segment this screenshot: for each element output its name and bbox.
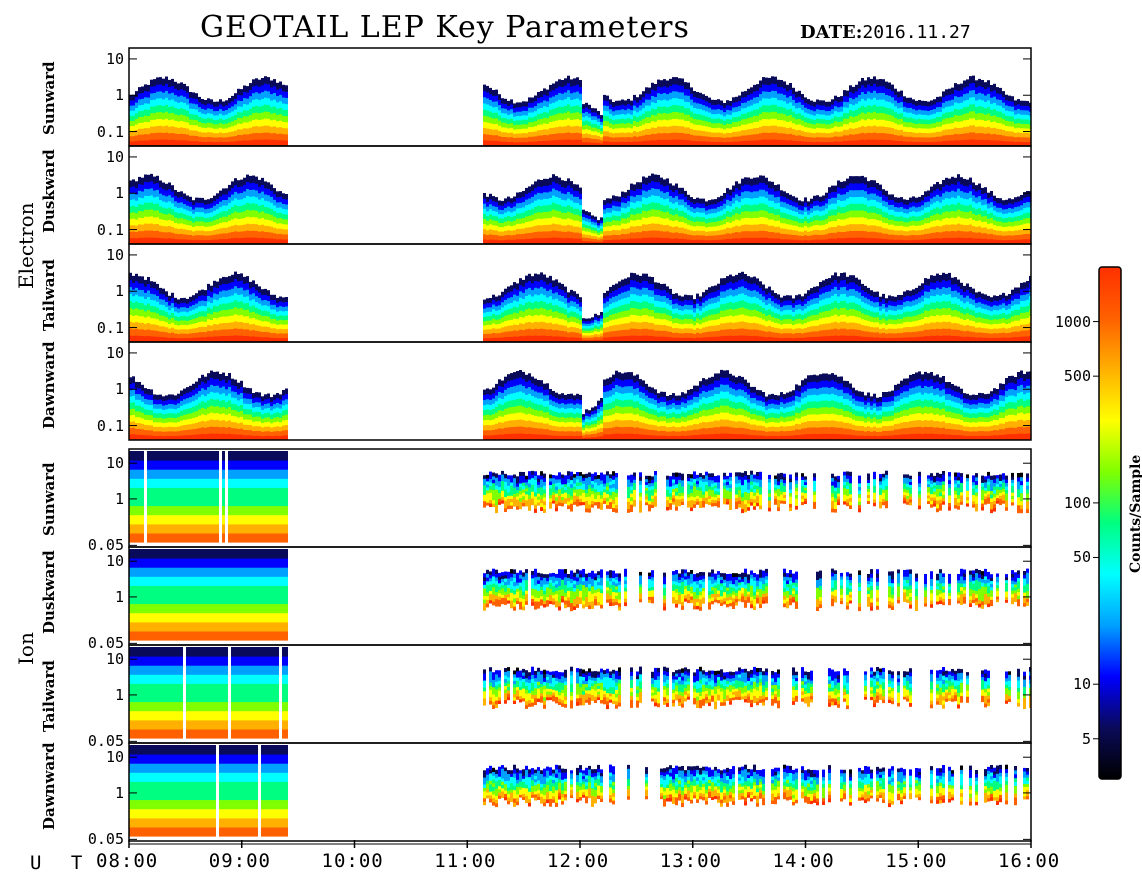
- colorbar-title: Counts/Sample: [1128, 454, 1142, 573]
- panel-label-dawnward: Dawnward: [40, 341, 58, 429]
- y-tick-label: 1: [114, 783, 124, 802]
- colorbar-tick-label: 500: [1063, 367, 1091, 386]
- spectrogram-cells: [129, 75, 1031, 146]
- y-tick-label: 0.1: [96, 318, 124, 337]
- panel-label-sunward: Sunward: [40, 61, 58, 135]
- x-tick-label: 12:00: [547, 850, 610, 872]
- x-tick-label: 08:00: [96, 850, 159, 872]
- y-tick-label: 0.05: [87, 732, 124, 751]
- y-tick-label: 1: [114, 282, 124, 301]
- spectrogram-cells: [129, 451, 1029, 543]
- spectrogram-cells: [129, 745, 1029, 837]
- date-value: 2016.11.27: [862, 22, 971, 43]
- colorbar-gradient: [1098, 266, 1122, 780]
- y-tick-label: 1: [114, 489, 124, 508]
- panel-frame: [128, 341, 1032, 441]
- panel-ion-duskward: [128, 546, 1032, 646]
- x-tick-label: 15:00: [885, 850, 948, 872]
- panel-electron-tailward: [128, 243, 1032, 343]
- chart-title: GEOTAIL LEP Key Parameters: [200, 10, 690, 45]
- panel-electron-duskward: [128, 145, 1032, 245]
- spectrogram-cells: [129, 369, 1031, 440]
- panel-electron-dawnward: [128, 341, 1032, 441]
- colorbar: [1093, 266, 1122, 780]
- y-tick-label: 10: [105, 49, 124, 68]
- y-tick-label: 0.1: [96, 220, 124, 239]
- y-tick-label: 1: [114, 86, 124, 105]
- x-tick-label: 13:00: [659, 850, 722, 872]
- panel-label-duskward: Duskward: [40, 149, 58, 233]
- y-tick-label: 10: [105, 245, 124, 264]
- spectrogram-cells: [129, 647, 1031, 739]
- y-tick-label: 0.05: [87, 830, 124, 849]
- y-tick-label: 10: [105, 650, 124, 669]
- group-label-ion: Ion: [14, 632, 38, 665]
- y-tick-label: 1: [114, 184, 124, 203]
- y-tick-label: 1: [114, 380, 124, 399]
- panel-label-tailward: Tailward: [40, 660, 58, 732]
- spectrogram-cells: [129, 173, 1031, 244]
- y-tick-label: 0.1: [96, 416, 124, 435]
- y-tick-label: 0.1: [96, 122, 124, 141]
- panel-label-duskward: Duskward: [40, 550, 58, 634]
- y-tick-label: 1: [114, 587, 124, 606]
- panel-label-sunward: Sunward: [40, 462, 58, 536]
- colorbar-tick-label: 50: [1072, 548, 1091, 567]
- x-tick-label: 11:00: [434, 850, 497, 872]
- colorbar-tick-label: 5: [1081, 729, 1091, 748]
- panel-ion-sunward: [128, 448, 1032, 548]
- panel-ion-dawnward: [128, 742, 1032, 842]
- spectrogram-cells: [129, 271, 1031, 342]
- y-tick-label: 1: [114, 685, 124, 704]
- colorbar-tick-label: 1000: [1054, 312, 1091, 331]
- panel-label-dawnward: Dawnward: [40, 742, 58, 830]
- y-tick-label: 10: [105, 748, 124, 767]
- date-display: DATE:2016.11.27: [800, 22, 971, 43]
- x-tick-label: 14:00: [772, 850, 835, 872]
- y-tick-label: 10: [105, 454, 124, 473]
- colorbar-tick-label: 100: [1063, 493, 1091, 512]
- y-tick-label: 10: [105, 343, 124, 362]
- y-tick-label: 10: [105, 147, 124, 166]
- panel-electron-sunward: [128, 47, 1032, 147]
- y-tick-label: 10: [105, 552, 124, 571]
- ut-axis-label: U T: [30, 852, 92, 874]
- colorbar-tick-label: 10: [1072, 675, 1091, 694]
- group-label-electron: Electron: [14, 202, 38, 289]
- x-tick-label: 16:00: [998, 850, 1061, 872]
- panel-label-tailward: Tailward: [40, 259, 58, 331]
- y-tick-label: 0.05: [87, 634, 124, 653]
- x-tick-label: 10:00: [321, 850, 384, 872]
- panel-ion-tailward: [128, 644, 1032, 744]
- y-tick-label: 0.05: [87, 536, 124, 555]
- spectrogram-cells: [129, 549, 1029, 641]
- x-tick-label: 09:00: [208, 850, 271, 872]
- date-label: DATE:: [800, 22, 863, 43]
